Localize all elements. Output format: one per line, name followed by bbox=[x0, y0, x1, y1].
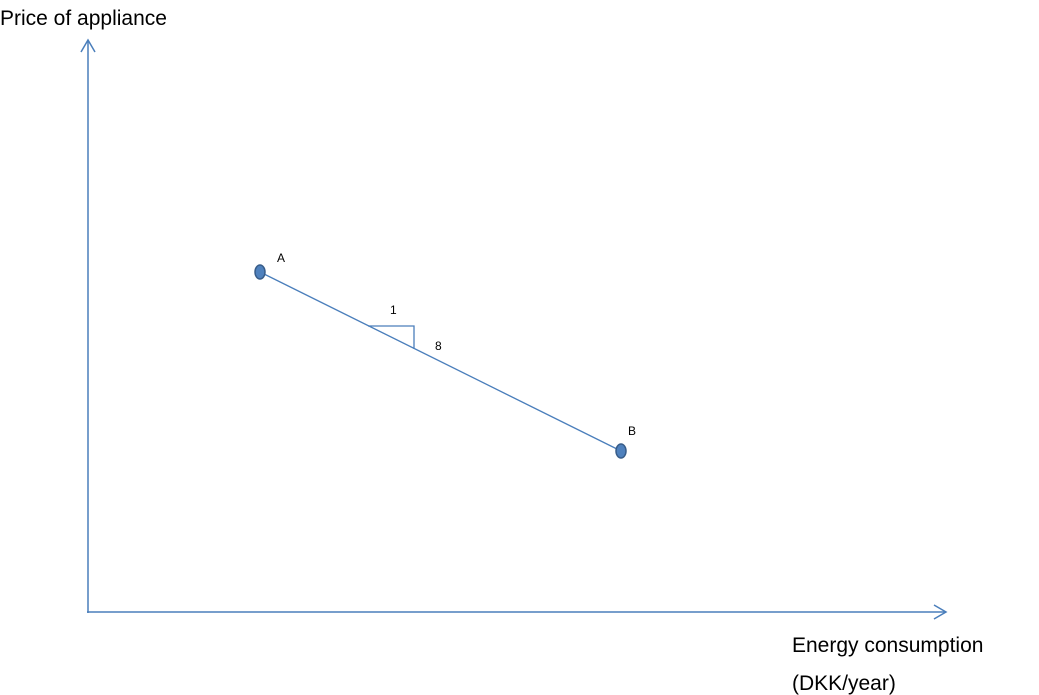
x-axis-label: Energy consumption bbox=[792, 634, 983, 657]
y-axis-label: Price of appliance bbox=[0, 7, 167, 30]
x-axis-label: (DKK/year) bbox=[792, 672, 896, 695]
point-label: B bbox=[628, 424, 636, 438]
slope-run-label: 1 bbox=[390, 303, 397, 317]
slope-triangle bbox=[368, 325, 415, 349]
point-b bbox=[615, 443, 627, 459]
trade-off-line bbox=[259, 271, 622, 452]
slope-rise-label: 8 bbox=[435, 339, 442, 353]
point-label: A bbox=[277, 251, 285, 265]
point-a bbox=[254, 264, 266, 280]
y-axis-arrow bbox=[80, 38, 96, 53]
x-axis-arrow bbox=[933, 604, 948, 620]
